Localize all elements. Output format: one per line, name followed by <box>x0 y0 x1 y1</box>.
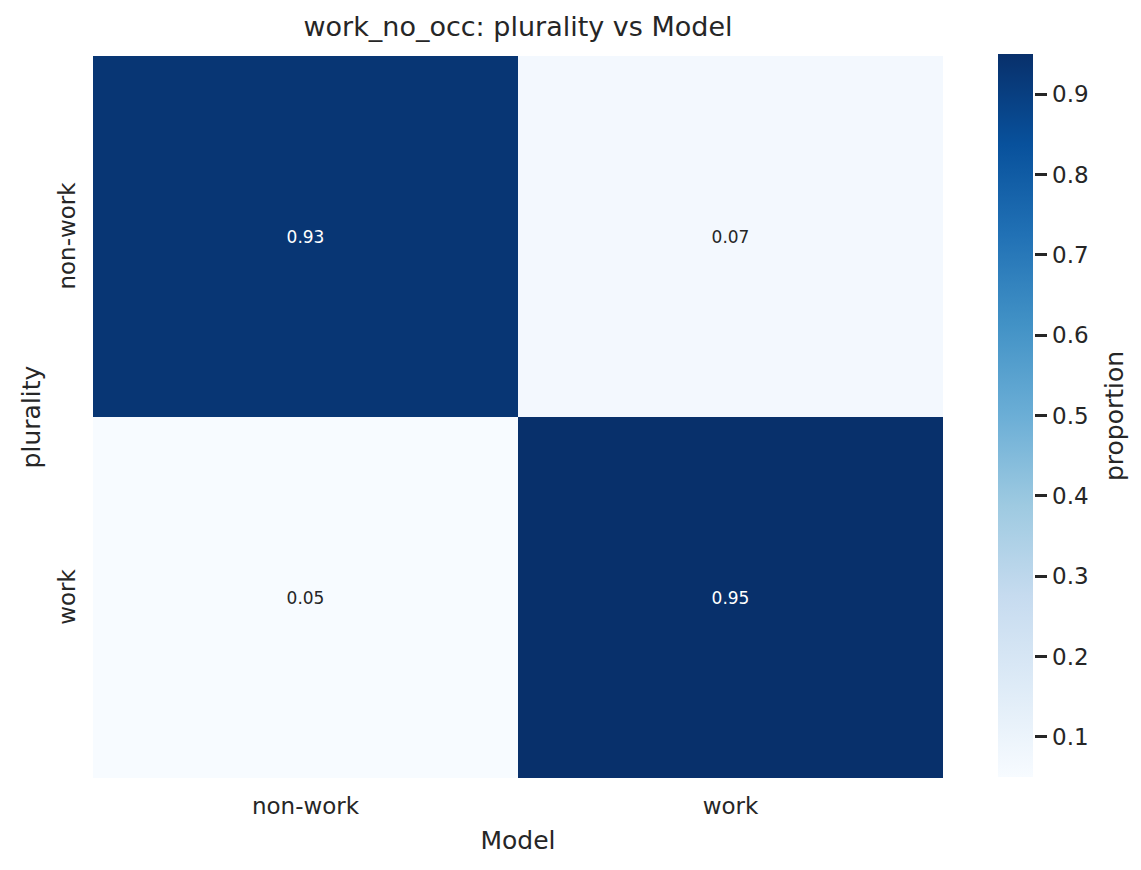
heatmap-cell: 0.05 <box>93 417 518 778</box>
colorbar-tick-mark <box>1035 93 1047 96</box>
x-tick-label: work <box>518 793 943 819</box>
colorbar-tick-label: 0.9 <box>1052 81 1089 107</box>
cell-annotation: 0.07 <box>712 227 750 247</box>
colorbar-tick-mark <box>1035 414 1047 417</box>
colorbar-tick-label: 0.7 <box>1052 242 1089 268</box>
colorbar-tick-label: 0.5 <box>1052 403 1089 429</box>
colorbar-gradient <box>998 54 1033 777</box>
colorbar-tick-label: 0.8 <box>1052 162 1089 188</box>
colorbar-tick-mark <box>1035 173 1047 176</box>
chart-title: work_no_occ: plurality vs Model <box>93 10 943 44</box>
y-tick-label: work <box>54 569 80 625</box>
colorbar-tick-label: 0.6 <box>1052 322 1089 348</box>
x-axis-label: Model <box>93 826 943 855</box>
colorbar-tick-mark <box>1035 655 1047 658</box>
colorbar-tick-label: 0.2 <box>1052 644 1089 670</box>
colorbar-tick-mark <box>1035 253 1047 256</box>
colorbar-label: proportion <box>1100 351 1129 481</box>
colorbar-tick-mark <box>1035 494 1047 497</box>
y-axis-label: plurality <box>17 366 46 469</box>
heatmap-cell: 0.07 <box>518 56 943 417</box>
cell-annotation: 0.93 <box>287 227 325 247</box>
colorbar-tick-label: 0.1 <box>1052 724 1089 750</box>
heatmap-cell: 0.93 <box>93 56 518 417</box>
heatmap-grid: 0.93 0.07 0.05 0.95 <box>93 56 943 778</box>
x-tick-label: non-work <box>93 793 518 819</box>
cell-annotation: 0.95 <box>712 588 750 608</box>
colorbar-tick-label: 0.3 <box>1052 563 1089 589</box>
y-tick-label: non-work <box>54 182 80 289</box>
colorbar-tick-label: 0.4 <box>1052 483 1089 509</box>
cell-annotation: 0.05 <box>287 588 325 608</box>
colorbar-tick-mark <box>1035 575 1047 578</box>
colorbar-tick-mark <box>1035 334 1047 337</box>
colorbar-tick-mark <box>1035 735 1047 738</box>
heatmap-cell: 0.95 <box>518 417 943 778</box>
heatmap-figure: work_no_occ: plurality vs Model 0.93 0.0… <box>0 0 1141 870</box>
